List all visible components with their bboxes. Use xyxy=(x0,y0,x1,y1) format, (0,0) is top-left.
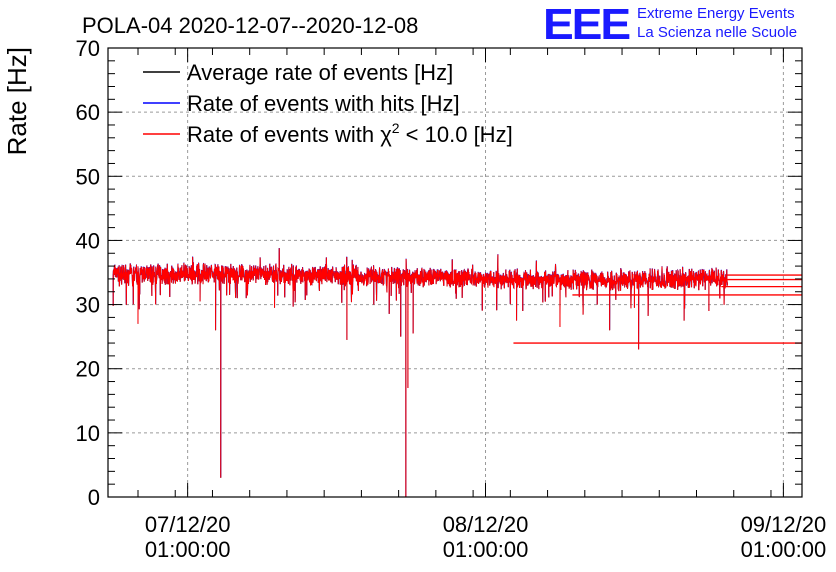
y-tick-label: 40 xyxy=(76,228,100,253)
legend-average-label: Average rate of events [Hz] xyxy=(187,60,453,85)
x-tick-label-time: 01:00:00 xyxy=(443,537,529,562)
logo-line-1: Extreme Energy Events xyxy=(637,5,795,22)
y-tick-label: 30 xyxy=(76,293,100,318)
y-tick-label: 0 xyxy=(88,485,100,510)
legend-chi2-label: Rate of events with χ2 < 10.0 [Hz] xyxy=(187,120,513,147)
series-average-line xyxy=(112,248,729,498)
x-tick-label-time: 01:00:00 xyxy=(741,537,827,562)
y-tick-label: 60 xyxy=(76,100,100,125)
chart-title: POLA-04 2020-12-07--2020-12-08 xyxy=(82,13,418,38)
series-layer xyxy=(112,247,802,498)
y-tick-label: 20 xyxy=(76,357,100,382)
axes: 01020304050607007/12/2001:00:0008/12/200… xyxy=(76,36,827,562)
eee-logo: EEE Extreme Energy Events La Scienza nel… xyxy=(543,0,797,49)
legend: Average rate of events [Hz] Rate of even… xyxy=(143,60,513,147)
legend-chi2-sup: 2 xyxy=(392,120,400,136)
x-tick-label-date: 07/12/20 xyxy=(145,512,231,537)
y-tick-label: 70 xyxy=(76,36,100,61)
logo-mark: EEE xyxy=(543,0,630,49)
y-axis-label: Rate [Hz] xyxy=(2,47,32,155)
plot-frame xyxy=(107,47,803,498)
x-tick-label-date: 09/12/20 xyxy=(741,512,827,537)
y-tick-label: 10 xyxy=(76,421,100,446)
series-hits-line xyxy=(112,247,729,497)
legend-hits-label: Rate of events with hits [Hz] xyxy=(187,91,460,116)
logo-line-2: La Scienza nelle Scuole xyxy=(637,24,797,41)
x-tick-label-date: 08/12/20 xyxy=(443,512,529,537)
series-chi2-line xyxy=(112,248,729,498)
legend-chi2-prefix: Rate of events with χ xyxy=(187,122,392,147)
legend-chi2-suffix: < 10.0 [Hz] xyxy=(400,122,513,147)
y-tick-label: 50 xyxy=(76,164,100,189)
x-tick-label-time: 01:00:00 xyxy=(145,537,231,562)
